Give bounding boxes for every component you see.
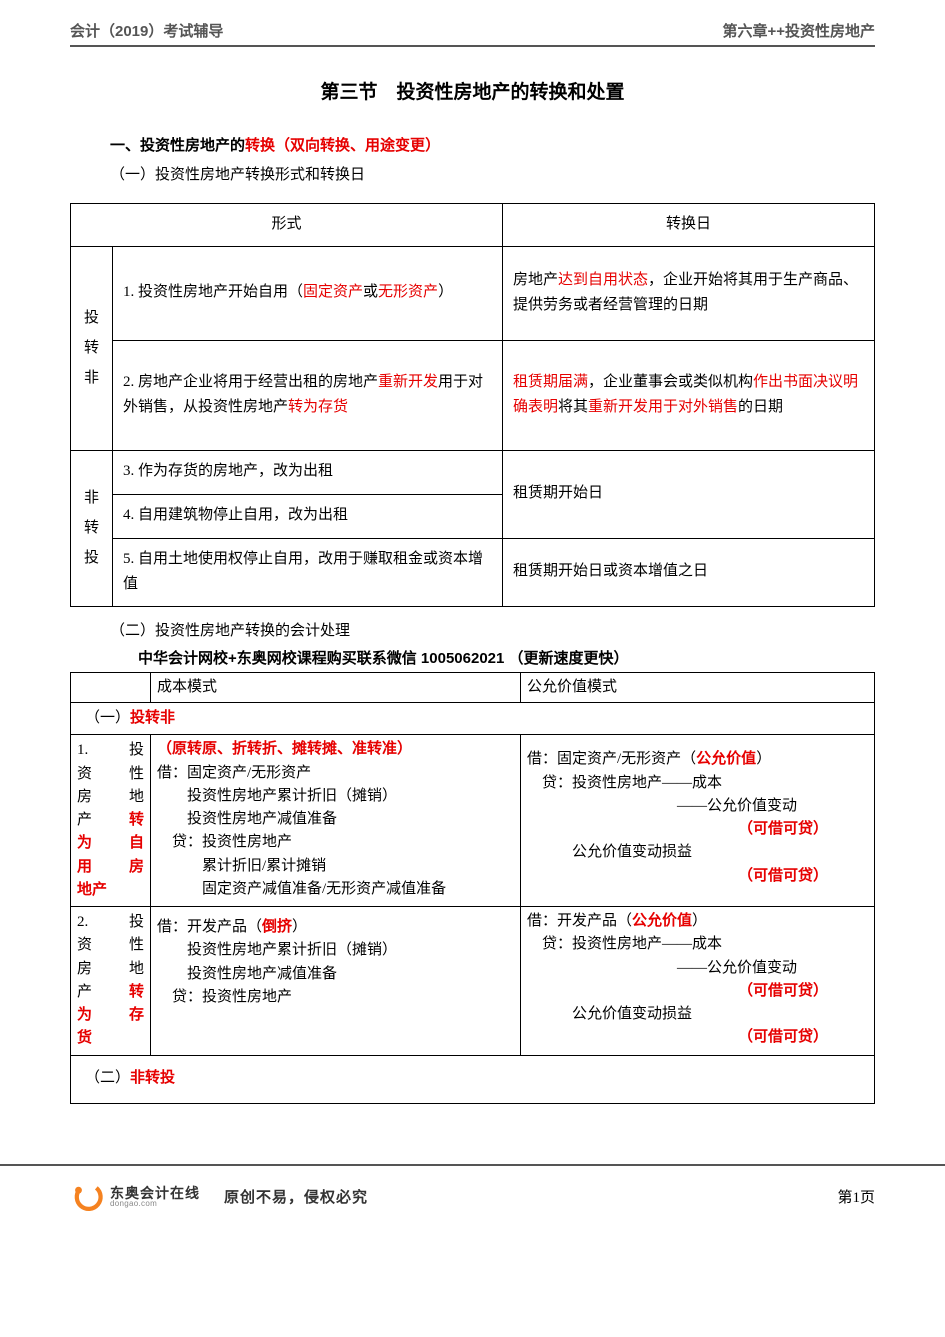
row2-cost: 借：开发产品（倒挤） 投资性房地产累计折旧（摊销） 投资性房地产减值准备 贷：投… xyxy=(151,907,521,1056)
th-date: 转换日 xyxy=(503,204,875,247)
table1-row-1: 投转非 1. 投资性房地产开始自用（固定资产或无形资产） 房地产达到自用状态，企… xyxy=(71,246,875,340)
row1-cost: （原转原、折转折、摊转摊、准转准） 借：固定资产/无形资产 投资性房地产累计折旧… xyxy=(151,735,521,907)
row2-fv: 借：开发产品（公允价值） 贷：投资性房地产——成本 ——公允价值变动 （可借可贷… xyxy=(521,907,875,1056)
r1-form: 1. 投资性房地产开始自用（固定资产或无形资产） xyxy=(113,246,503,340)
group-label-1: 投转非 xyxy=(71,246,113,450)
table1-row-3: 非转投 3. 作为存货的房地产，改为出租 租赁期开始日 xyxy=(71,450,875,494)
row1-label: 1. 投 资 性 房 地 产 转 为 自 用 房 地产 xyxy=(71,735,151,907)
table2-sub1: （一）投转非 xyxy=(71,703,875,735)
table1-row-5: 5. 自用土地使用权停止自用，改用于赚取租金或资本增值 租赁期开始日或资本增值之… xyxy=(71,538,875,606)
table-accounting-treatment: 成本模式 公允价值模式 （一）投转非 1. 投 资 性 房 地 产 转 为 自 … xyxy=(70,672,875,1104)
footer-slogan: 原创不易，侵权必究 xyxy=(224,1186,368,1207)
footer-page-number: 第1页 xyxy=(837,1186,875,1207)
th-fv: 公允价值模式 xyxy=(521,673,875,703)
page-footer: 东奥会计在线 dongao.com 原创不易，侵权必究 第1页 xyxy=(0,1164,945,1214)
sub2-cell: （二）非转投 xyxy=(71,1055,875,1103)
row2-label: 2. 投 资 性 房 地 产 转 为 存 货 xyxy=(71,907,151,1056)
table1-row-2: 2. 房地产企业将用于经营出租的房地产重新开发用于对外销售，从投资性房地产转为存… xyxy=(71,340,875,450)
r5-date: 租赁期开始日或资本增值之日 xyxy=(503,538,875,606)
th-cost: 成本模式 xyxy=(151,673,521,703)
r5-form: 5. 自用土地使用权停止自用，改用于赚取租金或资本增值 xyxy=(113,538,503,606)
th-form: 形式 xyxy=(71,204,503,247)
heading-1-sub: （一）投资性房地产转换形式和转换日 xyxy=(110,161,835,190)
table2-header-row: 成本模式 公允价值模式 xyxy=(71,673,875,703)
table2-sub2: （二）非转投 xyxy=(71,1055,875,1103)
row1-fv: 借：固定资产/无形资产（公允价值） 贷：投资性房地产——成本 ——公允价值变动 … xyxy=(521,735,875,907)
table1-header-row: 形式 转换日 xyxy=(71,204,875,247)
r2-date: 租赁期届满，企业董事会或类似机构作出书面决议明确表明将其重新开发用于对外销售的日… xyxy=(503,340,875,450)
r4-form: 4. 自用建筑物停止自用，改为出租 xyxy=(113,494,503,538)
table-conversion-forms: 形式 转换日 投转非 1. 投资性房地产开始自用（固定资产或无形资产） 房地产达… xyxy=(70,203,875,607)
table2-empty-hdr xyxy=(71,673,151,703)
contact-line: 中华会计网校+东奥网校课程购买联系微信 1005062021 （更新速度更快） xyxy=(138,647,835,668)
sub1-cell: （一）投转非 xyxy=(71,703,875,735)
r34-date: 租赁期开始日 xyxy=(503,450,875,538)
r3-form: 3. 作为存货的房地产，改为出租 xyxy=(113,450,503,494)
group-label-2: 非转投 xyxy=(71,450,113,606)
footer-left: 东奥会计在线 dongao.com 原创不易，侵权必究 xyxy=(70,1180,368,1214)
r2-form: 2. 房地产企业将用于经营出租的房地产重新开发用于对外销售，从投资性房地产转为存… xyxy=(113,340,503,450)
heading-1: 一、投资性房地产的转换（双向转换、用途变更） xyxy=(110,132,835,161)
table2-row-2: 2. 投 资 性 房 地 产 转 为 存 货 借：开发产品（倒挤） 投资性房地产… xyxy=(71,907,875,1056)
table2-row-1: 1. 投 资 性 房 地 产 转 为 自 用 房 地产 （原转原、折转折、摊转摊… xyxy=(71,735,875,907)
section-title: 第三节 投资性房地产的转换和处置 xyxy=(70,77,875,104)
page-header: 会计（2019）考试辅导 第六章++投资性房地产 xyxy=(70,20,875,47)
heading-2-sub: （二）投资性房地产转换的会计处理 xyxy=(110,617,835,646)
r1-date: 房地产达到自用状态，企业开始将其用于生产商品、提供劳务或者经营管理的日期 xyxy=(503,246,875,340)
header-left: 会计（2019）考试辅导 xyxy=(70,20,223,41)
brand-logo-icon xyxy=(70,1180,104,1214)
brand-logo-text: 东奥会计在线 dongao.com xyxy=(110,1186,200,1208)
header-right: 第六章++投资性房地产 xyxy=(722,20,875,41)
